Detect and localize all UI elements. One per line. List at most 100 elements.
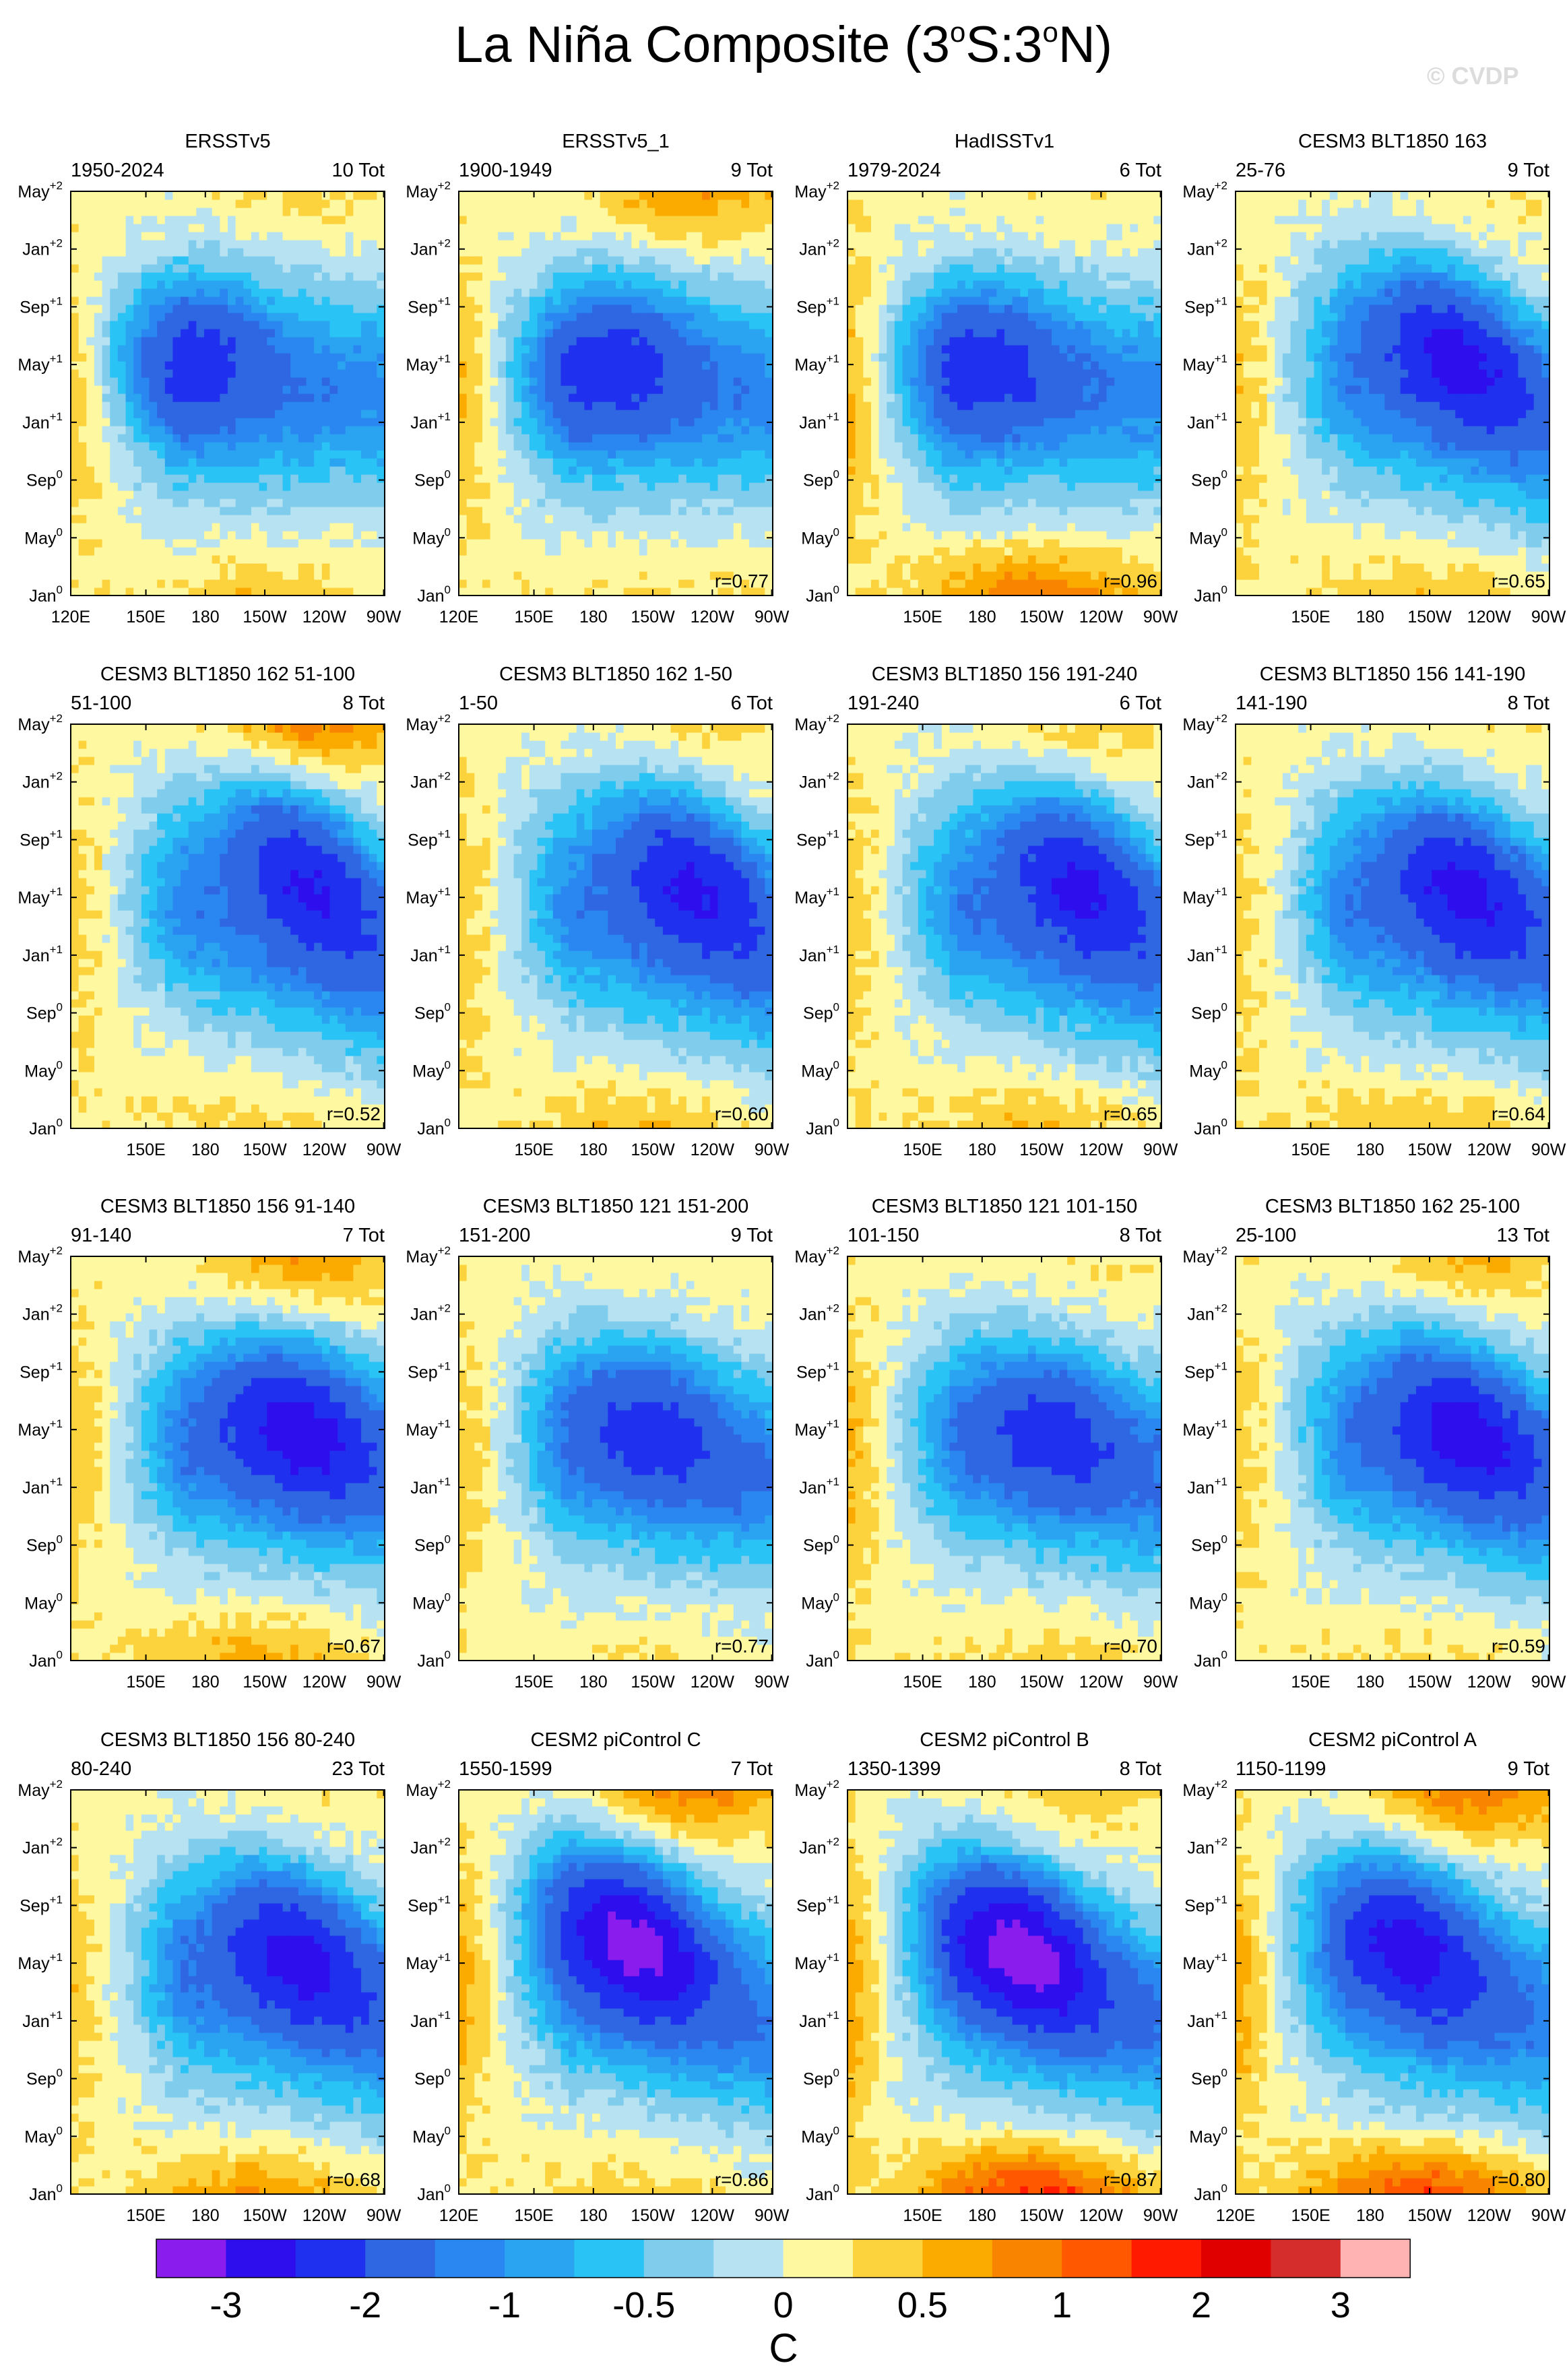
field-cell: [259, 272, 267, 281]
field-cell: [521, 579, 530, 588]
field-cell: [71, 361, 79, 370]
field-cell: [552, 345, 562, 354]
field-cell: [941, 321, 951, 329]
field-cell: [345, 313, 354, 321]
field-cell: [631, 216, 640, 224]
field-cell: [741, 304, 750, 313]
field-cell: [78, 313, 87, 321]
field-cell: [949, 232, 958, 240]
field-cell: [926, 523, 934, 532]
field-cell: [965, 434, 973, 443]
field-cell: [934, 587, 942, 596]
field-cell: [545, 458, 554, 467]
field-cell: [741, 571, 750, 580]
field-cell: [521, 345, 530, 354]
field-cell: [600, 507, 608, 515]
field-cell: [965, 401, 973, 410]
field-cell: [353, 207, 362, 216]
field-cell: [678, 579, 687, 588]
field-cell: [235, 401, 244, 410]
field-cell: [678, 523, 687, 532]
field-cell: [749, 337, 758, 346]
field-cell: [733, 353, 742, 362]
field-cell: [855, 329, 864, 337]
field-cell: [616, 224, 625, 232]
field-cell: [86, 216, 95, 224]
field-cell: [639, 288, 648, 297]
field-cell: [498, 264, 507, 273]
field-cell: [94, 393, 103, 402]
field-cell: [902, 434, 911, 443]
field-cell: [259, 450, 267, 459]
field-cell: [259, 507, 267, 515]
field-cell: [941, 393, 951, 402]
field-cell: [694, 442, 703, 451]
field-cell: [887, 256, 895, 265]
field-cell: [694, 523, 703, 532]
field-cell: [934, 555, 942, 564]
field-cell: [529, 224, 538, 232]
field-cell: [631, 313, 640, 321]
field-cell: [576, 361, 585, 370]
field-cell: [102, 587, 110, 596]
field-cell: [71, 256, 79, 265]
field-cell: [957, 466, 966, 475]
field-cell: [321, 426, 331, 435]
field-cell: [329, 547, 338, 556]
field-cell: [576, 288, 585, 297]
field-cell: [926, 321, 934, 329]
field-cell: [662, 555, 672, 564]
field-cell: [941, 442, 951, 451]
field-cell: [670, 474, 679, 483]
field-cell: [377, 515, 385, 523]
field-cell: [521, 353, 530, 362]
field-cell: [757, 571, 765, 580]
field-cell: [694, 288, 703, 297]
field-cell: [584, 329, 593, 337]
field-cell: [251, 369, 260, 378]
field-cell: [702, 369, 711, 378]
field-cell: [298, 531, 307, 540]
field-cell: [466, 272, 475, 281]
field-cell: [670, 515, 679, 523]
field-cell: [670, 345, 679, 354]
field-cell: [329, 232, 338, 240]
field-cell: [702, 442, 711, 451]
field-cell: [204, 377, 213, 386]
field-cell: [878, 458, 887, 467]
field-cell: [274, 498, 284, 507]
field-cell: [321, 264, 331, 273]
field-cell: [141, 507, 150, 515]
field-cell: [474, 345, 483, 354]
field-cell: [749, 207, 758, 216]
field-cell: [71, 232, 79, 240]
field-cell: [981, 555, 990, 564]
field-cell: [678, 369, 687, 378]
field-cell: [870, 240, 880, 249]
field-cell: [228, 579, 236, 588]
field-cell: [545, 353, 554, 362]
field-cell: [196, 369, 205, 378]
field-cell: [678, 474, 687, 483]
field-cell: [717, 490, 726, 499]
field-cell: [870, 393, 880, 402]
field-cell: [855, 313, 864, 321]
field-cell: [228, 337, 236, 346]
field-cell: [110, 571, 119, 580]
field-cell: [949, 321, 958, 329]
field-cell: [361, 410, 370, 418]
field-cell: [902, 288, 911, 297]
field-cell: [474, 385, 483, 394]
field-cell: [78, 474, 87, 483]
field-cell: [338, 523, 346, 532]
field-cell: [164, 385, 174, 394]
field-cell: [361, 474, 370, 483]
field-cell: [345, 353, 354, 362]
field-cell: [757, 264, 765, 273]
field-cell: [314, 490, 323, 499]
field-cell: [141, 531, 150, 540]
field-cell: [141, 337, 150, 346]
field-cell: [251, 507, 260, 515]
field-cell: [576, 418, 585, 426]
field-cell: [361, 240, 370, 249]
